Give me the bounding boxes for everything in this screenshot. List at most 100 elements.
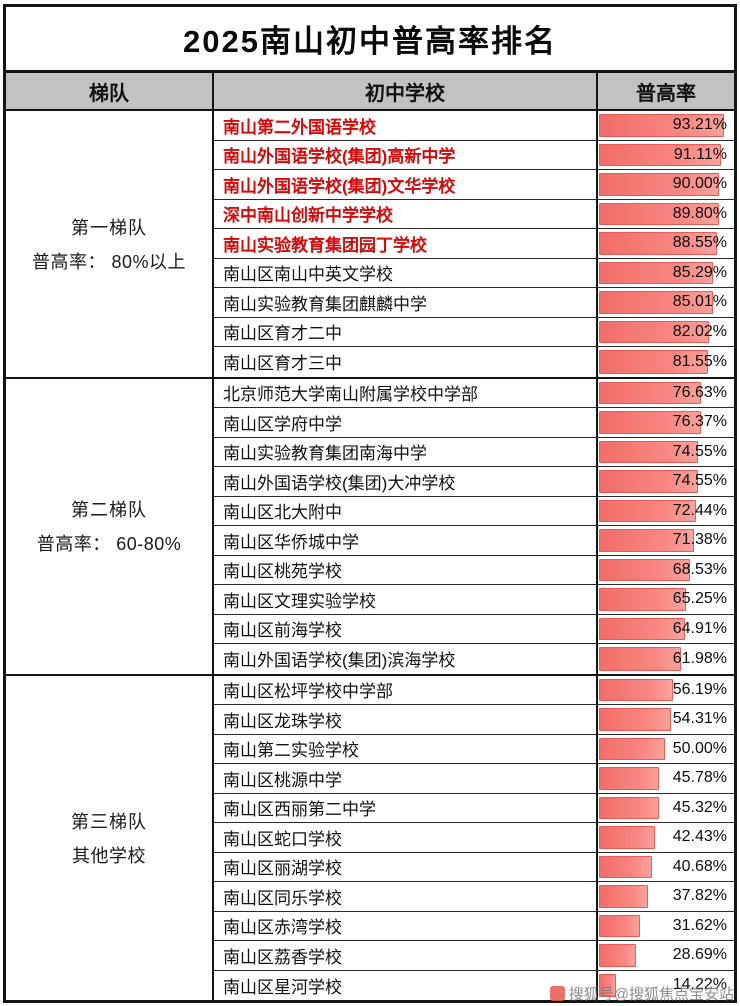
watermark: 搜狐号@搜狐焦点宝安站 (549, 983, 734, 1004)
rate-value: 56.19% (672, 680, 727, 698)
table-row: 南山区文理实验学校 65.25% (214, 585, 734, 615)
ranking-table: 2025南山初中普高率排名 梯队 初中学校 普高率 第一梯队 普高率： 80%以上… (3, 4, 737, 1003)
rate-value: 37.82% (672, 887, 727, 905)
tier-name: 第三梯队 (71, 811, 147, 832)
rate-cell: 54.31% (598, 705, 734, 734)
rate-bar (599, 885, 649, 908)
tier-name: 第二梯队 (71, 500, 147, 520)
tier-name: 第一梯队 (71, 217, 147, 238)
table-row: 南山第二实验学校 50.00% (214, 734, 734, 764)
rate-bar (599, 470, 699, 493)
rate-bar (599, 440, 699, 463)
school-name: 南山区文理实验学校 (214, 585, 598, 614)
rate-value: 71.38% (672, 531, 727, 549)
rate-cell: 93.21% (598, 111, 734, 140)
table-row: 南山外国语学校(集团)大冲学校 74.55% (214, 467, 734, 497)
table-row: 南山实验教育集团园丁学校 88.55% (214, 229, 734, 259)
rate-bar (599, 381, 702, 404)
rate-cell: 85.29% (598, 258, 734, 287)
rate-value: 50.00% (672, 739, 727, 757)
header-rate: 普高率 (636, 82, 696, 105)
school-name: 南山区南山中英文学校 (214, 258, 598, 287)
rate-bar (599, 529, 695, 552)
rate-value: 90.00% (672, 175, 727, 193)
school-name: 南山外国语学校(集团)高新中学 (214, 140, 598, 169)
table-row: 南山区前海学校 64.91% (214, 614, 734, 644)
rate-value: 93.21% (672, 116, 727, 134)
rate-value: 88.55% (672, 234, 727, 252)
rate-value: 74.55% (672, 442, 727, 460)
rate-cell: 40.68% (598, 852, 734, 881)
school-name: 深中南山创新中学学校 (214, 199, 598, 228)
rate-cell: 91.11% (598, 140, 734, 169)
school-name: 南山区育才二中 (214, 317, 598, 346)
rate-cell: 28.69% (598, 941, 734, 970)
table-row: 南山区南山中英文学校 85.29% (214, 258, 734, 288)
rate-value: 54.31% (672, 710, 727, 728)
table-row: 南山区蛇口学校 42.43% (214, 823, 734, 853)
rate-bar (599, 261, 713, 284)
rate-bar (599, 678, 674, 701)
rate-bar (599, 558, 691, 581)
tier-cell: 第三梯队 其他学校 (6, 675, 214, 1000)
table-row: 南山区育才三中 81.55% (214, 347, 734, 377)
table-row: 南山区桃源中学 45.78% (214, 764, 734, 794)
rate-bar (599, 232, 718, 255)
rate-cell: 76.63% (598, 378, 734, 407)
school-name: 南山实验教育集团麒麟中学 (214, 288, 598, 317)
school-name: 南山区龙珠学校 (214, 705, 598, 734)
rate-cell: 74.55% (598, 467, 734, 496)
table-row: 南山第二外国语学校 93.21% (214, 111, 734, 141)
rate-value: 76.37% (672, 413, 727, 431)
rate-bar (599, 114, 724, 137)
rate-cell: 56.19% (598, 675, 734, 704)
school-name: 南山区蛇口学校 (214, 823, 598, 852)
rate-bar (599, 143, 721, 166)
rate-bar (599, 291, 713, 314)
table-row: 南山区北大附中 72.44% (214, 496, 734, 526)
rate-bar (599, 588, 686, 611)
rate-value: 82.02% (672, 322, 727, 340)
rate-cell: 72.44% (598, 496, 734, 525)
rate-bar (599, 973, 617, 997)
rate-cell: 88.55% (598, 229, 734, 258)
school-name: 南山外国语学校(集团)大冲学校 (214, 467, 598, 496)
table-row: 南山区赤湾学校 31.62% (214, 911, 734, 941)
school-name: 南山第二实验学校 (214, 734, 598, 763)
rate-bar (599, 499, 696, 522)
sohu-icon (549, 986, 565, 1001)
school-name: 南山第二外国语学校 (214, 111, 598, 140)
rate-value: 76.63% (672, 383, 727, 401)
rate-value: 85.01% (672, 293, 727, 311)
school-name: 南山外国语学校(集团)文华学校 (214, 170, 598, 199)
school-name: 南山实验教育集团南海中学 (214, 437, 598, 466)
rate-bar (599, 914, 640, 937)
table-row: 南山区松坪学校中学部 56.19% (214, 675, 734, 705)
tier-desc: 普高率： 60-80% (36, 534, 182, 554)
rate-cell: 61.98% (598, 644, 734, 674)
watermark-text: 搜狐号@搜狐焦点宝安站 (568, 986, 734, 1003)
rate-bar (599, 411, 701, 434)
tier-desc: 其他学校 (72, 845, 146, 866)
table-row: 南山实验教育集团麒麟中学 85.01% (214, 288, 734, 318)
school-name: 南山外国语学校(集团)滨海学校 (214, 644, 598, 674)
school-name: 南山区星河学校 (214, 970, 598, 1000)
school-name: 南山区华侨城中学 (214, 526, 598, 555)
rate-value: 85.29% (672, 263, 727, 281)
rate-bar (599, 737, 665, 760)
rate-value: 28.69% (672, 946, 727, 964)
rate-bar (599, 855, 653, 878)
rate-cell: 89.80% (598, 199, 734, 228)
rate-bar (599, 944, 637, 967)
tier-rows: 南山第二外国语学校 93.21% 南山外国语学校(集团)高新中学 91.11% 南山外国… (214, 111, 734, 377)
rate-cell: 42.43% (598, 823, 734, 852)
rate-value: 65.25% (672, 590, 727, 608)
rate-cell: 68.53% (598, 555, 734, 584)
rate-cell: 37.82% (598, 882, 734, 911)
rate-value: 74.55% (672, 472, 727, 490)
table-row: 北京师范大学南山附属学校中学部 76.63% (214, 378, 734, 408)
rate-value: 61.98% (672, 649, 727, 667)
table-row: 南山区育才二中 82.02% (214, 317, 734, 347)
table-row: 深中南山创新中学学校 89.80% (214, 199, 734, 229)
